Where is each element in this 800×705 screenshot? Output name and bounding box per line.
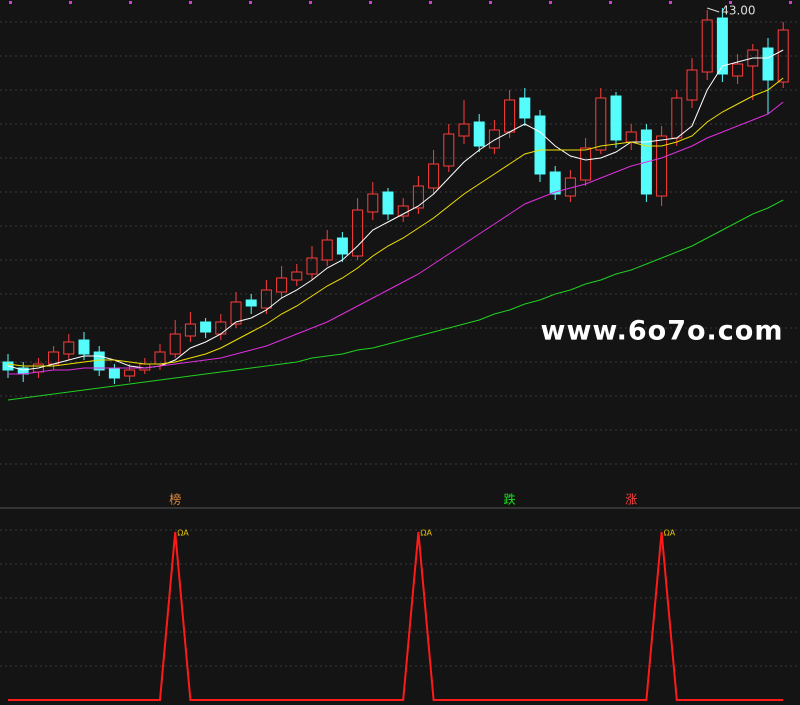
top-dot (189, 1, 192, 4)
candle-body (656, 135, 668, 197)
candle-body (701, 19, 713, 73)
signal-label: 涨 (625, 492, 637, 507)
signal-label: 跌 (504, 492, 516, 507)
candle-body (534, 115, 546, 175)
candle-body (321, 239, 333, 261)
candle-body (230, 301, 242, 325)
watermark: www.6o7o.com (541, 316, 784, 347)
candle-body (428, 163, 440, 189)
top-dot (249, 1, 252, 4)
candle-body (762, 47, 774, 81)
candle-body (352, 209, 364, 257)
moving-average-line (7, 49, 784, 371)
signal-label: 榜 (169, 492, 181, 507)
top-dot (789, 1, 792, 4)
candle-body (412, 185, 424, 209)
peak-label: ΩA (420, 529, 432, 538)
annotation-arrow (707, 7, 720, 13)
candle-body (732, 63, 744, 77)
candle-body (169, 333, 181, 355)
candle-body (595, 97, 607, 151)
candle-body (336, 237, 348, 255)
top-dot (369, 1, 372, 4)
candle-body (184, 323, 196, 337)
top-dot (729, 1, 732, 4)
candle-body (367, 193, 379, 213)
candle-body (382, 191, 394, 215)
candle-body (686, 69, 698, 101)
candle-body (458, 123, 470, 137)
candle-body (610, 95, 622, 141)
candle-body (124, 369, 136, 377)
candle-body (306, 257, 318, 275)
indicator-line (8, 531, 784, 701)
candle-body (93, 351, 105, 371)
candle-body (519, 97, 531, 119)
candle-body (276, 277, 288, 293)
top-dot (9, 1, 12, 4)
top-dot (69, 1, 72, 4)
candle-body (260, 289, 272, 309)
candle-body (473, 121, 485, 147)
candle-body (291, 271, 303, 281)
candle-body (777, 29, 789, 83)
top-dot (429, 1, 432, 4)
candle-body (580, 147, 592, 181)
candle-body (488, 129, 500, 149)
candle-body (443, 133, 455, 167)
top-dot (489, 1, 492, 4)
candle-body (78, 339, 90, 355)
top-dot (669, 1, 672, 4)
moving-average-line (7, 77, 784, 367)
top-dot (309, 1, 312, 4)
top-dot (129, 1, 132, 4)
top-dot (549, 1, 552, 4)
candle-body (63, 341, 75, 355)
candle-body (549, 171, 561, 195)
candle-body (716, 17, 728, 75)
moving-average-line (8, 101, 784, 375)
top-dot (609, 1, 612, 4)
peak-label: ΩA (664, 529, 676, 538)
candle-body (108, 367, 120, 379)
candle-body (200, 321, 212, 333)
annotation-label: 43.00 (721, 4, 755, 18)
candle-body (245, 299, 257, 307)
moving-average-line (7, 199, 784, 401)
peak-label: ΩA (177, 529, 189, 538)
